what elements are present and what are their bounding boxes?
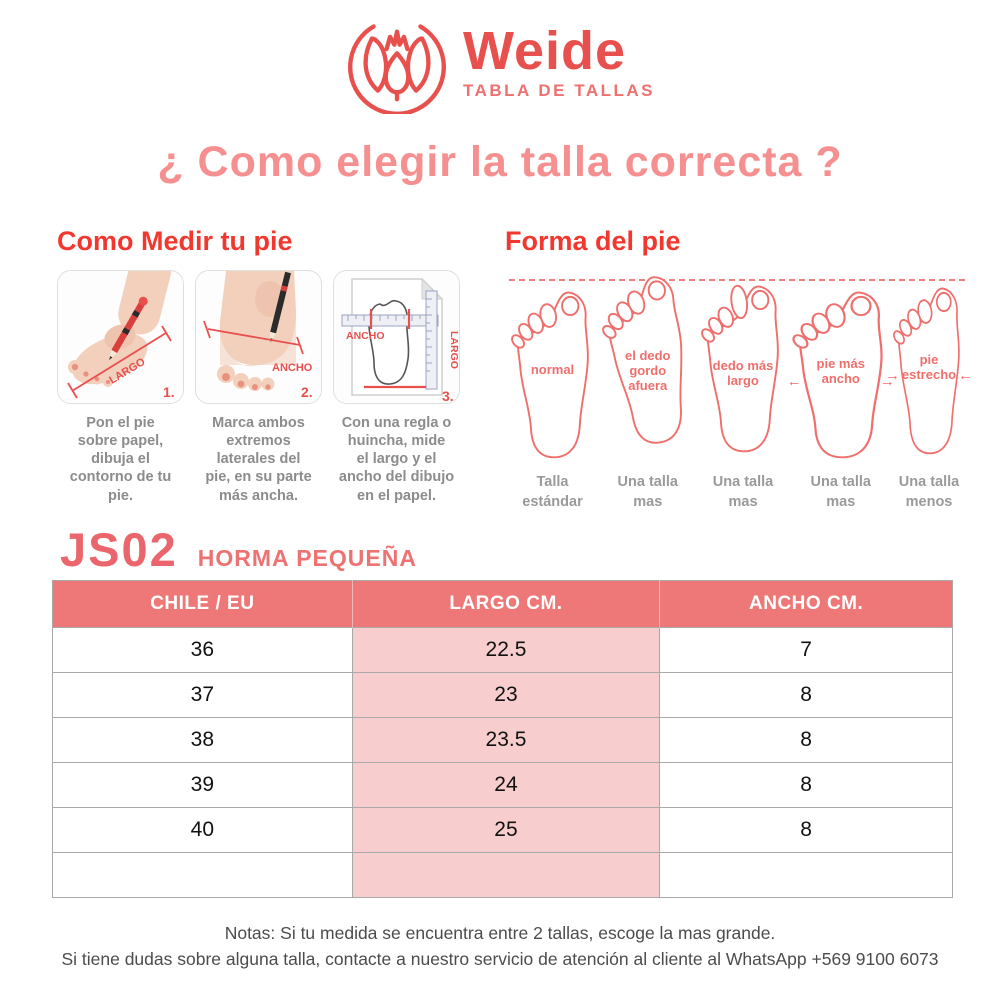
step-3-largo-label: LARGO: [448, 331, 460, 369]
foot-pie-ancho-label: pie más ancho: [816, 356, 865, 386]
arrow-left-icon: ←: [786, 373, 802, 390]
note-line-2: Si tiene dudas sobre alguna talla, conta…: [61, 949, 939, 970]
foot-ancho-caption: Una talla mas: [810, 474, 871, 510]
cell-ancho: 8: [659, 717, 953, 763]
foot-dedo-mas-largo: dedo más largo: [696, 267, 791, 467]
foot-normal-outline-icon: [510, 291, 589, 459]
cell-ancho: 8: [659, 762, 953, 808]
cell-size: 40: [52, 807, 353, 853]
table-row: 37 23 8: [52, 672, 953, 718]
table-row: 39 24 8: [52, 762, 953, 808]
measure-step-captions: Pon el pie sobre papel, dibuja el contor…: [57, 414, 477, 505]
step-3-number: 3.: [442, 388, 454, 404]
step-2-illustration: ANCHO 2.: [196, 271, 321, 403]
step-1-caption: Pon el pie sobre papel, dibuja el contor…: [69, 415, 172, 504]
measure-section: Como Medir tu pie: [57, 226, 477, 505]
arrow-right-icon: →: [879, 373, 895, 390]
model-code: JS02: [60, 523, 178, 576]
foot-largo-caption: Una talla mas: [712, 474, 774, 510]
feet-row: normal el dedo gordo afuera: [505, 267, 973, 467]
arrow-in-left-icon: →: [885, 367, 900, 384]
cell-size: [52, 852, 353, 898]
step-2-caption: Marca ambos extremos laterales del pie, …: [205, 415, 312, 504]
foot-normal-caption: Talla estándar: [522, 474, 583, 510]
foot-pie-estrecho-label: pie estrecho: [901, 352, 957, 382]
step-1-number: 1.: [163, 384, 175, 400]
brand-tagline: TABLA DE TALLAS: [462, 81, 656, 101]
cell-ancho: 7: [659, 627, 953, 673]
size-table-header: CHILE / EU LARGO CM. ANCHO CM.: [52, 580, 953, 628]
foot-dedo-largo-outline-icon: [701, 284, 779, 453]
step-3-caption: Con una regla o huincha, mide el largo y…: [338, 415, 455, 504]
foot-shape-section: Forma del pie normal: [505, 226, 973, 512]
foot-pie-estrecho: pie estrecho → ←: [885, 267, 973, 467]
col-header-chile-eu: CHILE / EU: [52, 580, 353, 628]
table-row: 40 25 8: [52, 807, 953, 853]
foot-dedo-gordo-outline-icon: [601, 276, 683, 444]
step-1-illustration: LARGO 1.: [58, 271, 183, 403]
measure-step-cards: LARGO 1.: [57, 270, 477, 404]
weide-logo-icon: [348, 24, 446, 114]
step-2-ancho-label: ANCHO: [272, 362, 313, 374]
cell-largo: 25: [351, 807, 661, 853]
foot-pie-ancho-outline-icon: [792, 291, 883, 459]
footer-notes: Notas: Si tu medida se encuentra entre 2…: [0, 920, 1000, 973]
step-3-card: ANCHO LARGO 3.: [333, 270, 460, 404]
dashed-guide-line: [509, 279, 965, 281]
brand-header: Weide TABLA DE TALLAS: [0, 10, 1000, 114]
measure-heading: Como Medir tu pie: [57, 226, 293, 256]
arrow-in-right-icon: ←: [958, 367, 973, 384]
foot-normal-label: normal: [530, 362, 575, 377]
table-row: 36 22.5 7: [52, 627, 953, 673]
step-3-ancho-label: ANCHO: [346, 330, 385, 342]
brand-name: Weide: [462, 20, 627, 81]
table-row: 38 23.5 8: [52, 717, 953, 763]
cell-ancho: 8: [659, 672, 953, 718]
cell-size: 38: [52, 717, 353, 763]
brand-text: Weide TABLA DE TALLAS: [462, 20, 656, 102]
step-1-card: LARGO 1.: [57, 270, 184, 404]
col-header-ancho-cm: ANCHO CM.: [659, 580, 953, 628]
size-table: CHILE / EU LARGO CM. ANCHO CM. 36 22.5 7…: [52, 580, 953, 898]
foot-estrecho-caption: Una talla menos: [898, 474, 960, 510]
cell-size: 39: [52, 762, 353, 808]
cell-ancho: 8: [659, 807, 953, 853]
col-header-largo-cm: LARGO CM.: [351, 580, 660, 628]
table-row-empty: [52, 852, 953, 898]
cell-size: 37: [52, 672, 353, 718]
cell-ancho: [659, 852, 953, 898]
cell-largo: 22.5: [351, 627, 661, 673]
note-line-1: Notas: Si tu medida se encuentra entre 2…: [224, 923, 776, 943]
cell-largo: 23: [351, 672, 661, 718]
foot-dedo-gordo-label: el dedo gordo afuera: [624, 348, 671, 393]
foot-gordo-caption: Una talla mas: [617, 474, 678, 510]
step-2-card: ANCHO 2.: [195, 270, 322, 404]
foot-dedo-largo-label: dedo más largo: [712, 358, 774, 388]
model-subtitle: HORMA PEQUEÑA: [197, 545, 417, 571]
foot-dedo-gordo-afuera: el dedo gordo afuera: [600, 267, 695, 467]
step-2-number: 2.: [301, 384, 313, 400]
foot-normal: normal: [505, 267, 600, 467]
foot-pie-estrecho-outline-icon: [893, 287, 960, 455]
step-3-illustration: ANCHO LARGO 3.: [334, 271, 460, 404]
cell-size: 36: [52, 627, 353, 673]
shapes-heading: Forma del pie: [505, 226, 681, 256]
page-title: ¿ Como elegir la talla correcta ?: [157, 138, 843, 186]
cell-largo: [351, 852, 661, 898]
model-heading: JS02 HORMA PEQUEÑA: [60, 522, 417, 577]
cell-largo: 23.5: [351, 717, 661, 763]
foot-pie-mas-ancho: pie más ancho ← →: [787, 267, 895, 467]
cell-largo: 24: [351, 762, 661, 808]
feet-captions: Talla estándar Una talla mas Una talla m…: [505, 473, 967, 512]
